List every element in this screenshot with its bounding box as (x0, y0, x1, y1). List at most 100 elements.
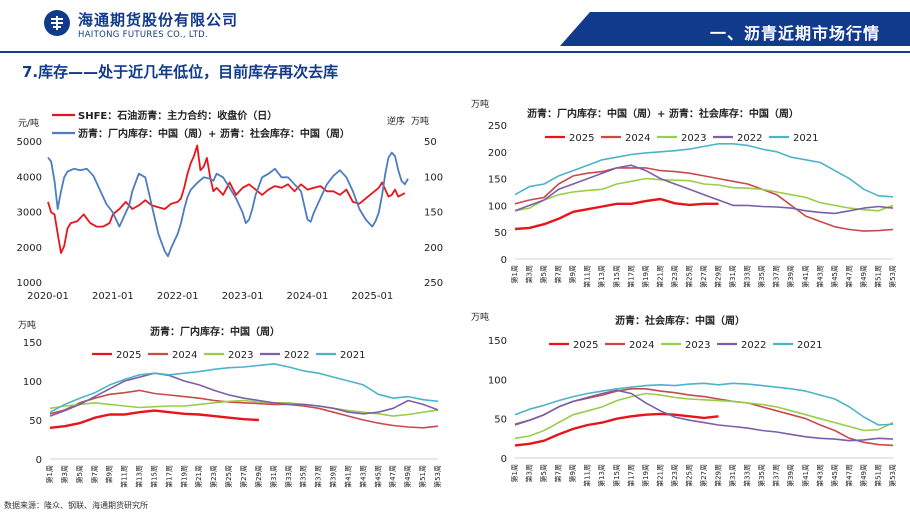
right-tick-label: 50 (424, 137, 437, 148)
week-tick-label: 第39周 (786, 464, 795, 487)
week-tick-label: 第37周 (772, 265, 781, 288)
week-tick-label: 第45周 (373, 465, 382, 488)
week-tick-label: 第51周 (418, 465, 427, 488)
legend-label-2023: 2023 (228, 350, 253, 361)
week-tick-label: 第11周 (583, 265, 592, 288)
week-tick-label: 第41周 (801, 265, 810, 288)
y-tick-label: 0 (501, 255, 507, 266)
week-tick-label: 第51周 (873, 464, 882, 487)
legend-label-2021: 2021 (793, 133, 818, 144)
right-unit-label: 万吨 (411, 115, 429, 127)
right-tick-label: 200 (424, 243, 443, 254)
legend-label-2022: 2022 (741, 340, 766, 351)
week-tick-label: 第53周 (888, 464, 897, 487)
series-line-2025 (514, 197, 719, 231)
legend-label-2024: 2024 (172, 350, 197, 361)
week-tick-label: 第19周 (641, 464, 650, 487)
right-tick-label: 100 (424, 172, 443, 183)
week-tick-label: 第17周 (164, 465, 173, 488)
y-tick-label: 150 (488, 175, 507, 186)
legend-label-2021: 2021 (340, 350, 365, 361)
data-source-note: 数据来源：隆众、钢联、海通期货研究所 (4, 501, 148, 510)
week-tick-label: 第37周 (772, 464, 781, 487)
unit-label: 万吨 (471, 98, 489, 110)
week-tick-label: 第13周 (597, 464, 606, 487)
week-tick-label: 第1周 (510, 265, 519, 283)
legend-label-inventory: 沥青：厂内库存：中国（周）+ 沥青：社会库存：中国（周） (78, 127, 350, 140)
week-tick-label: 第1周 (45, 465, 54, 483)
slide-subtitle: 7.库存——处于近几年低位，目前库存再次去库 (22, 63, 339, 81)
y-tick-label: 100 (23, 377, 42, 388)
week-tick-label: 第13周 (597, 265, 606, 288)
week-tick-label: 第3周 (60, 465, 69, 483)
legend-label-2021: 2021 (797, 340, 822, 351)
week-tick-label: 第29周 (254, 465, 263, 488)
week-tick-label: 第27周 (239, 465, 248, 488)
week-tick-label: 第5周 (75, 465, 84, 483)
week-tick-label: 第3周 (525, 464, 534, 482)
week-tick-label: 第21周 (655, 464, 664, 487)
legend-label-price: SHFE：石油沥青：主力合约：收盘价（日） (78, 109, 277, 122)
series-line-2024 (49, 389, 439, 429)
week-tick-label: 第1周 (510, 464, 519, 482)
legend-label-2025: 2025 (573, 340, 598, 351)
left-tick-label: 2000 (17, 243, 42, 254)
y-tick-label: 50 (494, 415, 507, 426)
week-tick-label: 第39周 (786, 265, 795, 288)
week-tick-label: 第43周 (815, 464, 824, 487)
week-tick-label: 第11周 (120, 465, 129, 488)
left-tick-label: 5000 (17, 137, 42, 148)
series-line-2021 (514, 142, 894, 198)
haitong-logo-icon (44, 10, 70, 36)
week-tick-label: 第53周 (433, 465, 442, 488)
week-tick-label: 第29周 (714, 265, 723, 288)
company-name-en: HAITONG FUTURES CO., LTD. (78, 30, 209, 40)
week-tick-label: 第25周 (224, 465, 233, 488)
week-tick-label: 第31周 (728, 464, 737, 487)
week-tick-label: 第39周 (329, 465, 338, 488)
series-line-price (47, 144, 406, 254)
series-line-2022 (514, 164, 894, 215)
y-tick-label: 250 (488, 121, 507, 132)
week-tick-label: 第45周 (830, 265, 839, 288)
week-tick-label: 第47周 (844, 265, 853, 288)
x-tick-label: 2020-01 (27, 291, 69, 302)
series-line-2025 (514, 412, 719, 447)
week-tick-label: 第23周 (209, 465, 218, 488)
legend: SHFE：石油沥青：主力合约：收盘价（日） 沥青：厂内库存：中国（周）+ 沥青：… (52, 109, 350, 140)
week-tick-label: 第33周 (284, 465, 293, 488)
legend-label-2022: 2022 (284, 350, 309, 361)
week-tick-label: 第7周 (90, 465, 99, 483)
week-tick-label: 第17周 (626, 464, 635, 487)
legend-label-2023: 2023 (685, 340, 710, 351)
left-unit-label: 元/吨 (18, 117, 39, 129)
y-tick-label: 50 (494, 228, 507, 239)
week-tick-label: 第47周 (844, 464, 853, 487)
week-tick-label: 第51周 (873, 265, 882, 288)
slide-header: 海通期货股份有限公司 HAITONG FUTURES CO., LTD. 一、沥… (0, 0, 910, 50)
week-tick-label: 第41周 (343, 465, 352, 488)
week-tick-label: 第25周 (684, 464, 693, 487)
y-tick-label: 50 (29, 416, 42, 427)
y-tick-label: 150 (23, 338, 42, 349)
series-line-2021 (514, 382, 894, 426)
legend-label-2025: 2025 (116, 350, 141, 361)
week-tick-label: 第15周 (612, 464, 621, 487)
week-tick-label: 第35周 (299, 465, 308, 488)
social-inventory-chart: 万吨 沥青：社会库存：中国（周） 0 50 100 150 第1周 第3周 第5周 第7周 第9… (471, 311, 897, 487)
header-rule (0, 51, 910, 53)
week-tick-label: 第41周 (801, 464, 810, 487)
week-tick-label: 第31周 (269, 465, 278, 488)
week-tick-label: 第27周 (699, 265, 708, 288)
week-tick-label: 第7周 (554, 464, 563, 482)
series-line-2025 (49, 409, 259, 429)
series-line-2022 (49, 372, 439, 417)
week-tick-label: 第29周 (714, 464, 723, 487)
week-tick-label: 第5周 (539, 464, 548, 482)
unit-label: 万吨 (471, 311, 489, 323)
unit-label: 万吨 (18, 319, 36, 331)
section-title: 一、沥青近期市场行情 (709, 24, 880, 43)
x-tick-label: 2025-01 (351, 291, 393, 302)
week-tick-label: 第23周 (670, 464, 679, 487)
week-tick-label: 第5周 (539, 265, 548, 283)
